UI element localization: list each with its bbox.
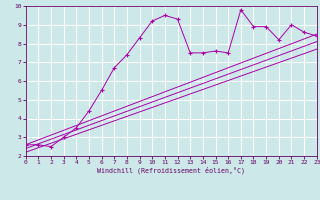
X-axis label: Windchill (Refroidissement éolien,°C): Windchill (Refroidissement éolien,°C) [97,167,245,174]
